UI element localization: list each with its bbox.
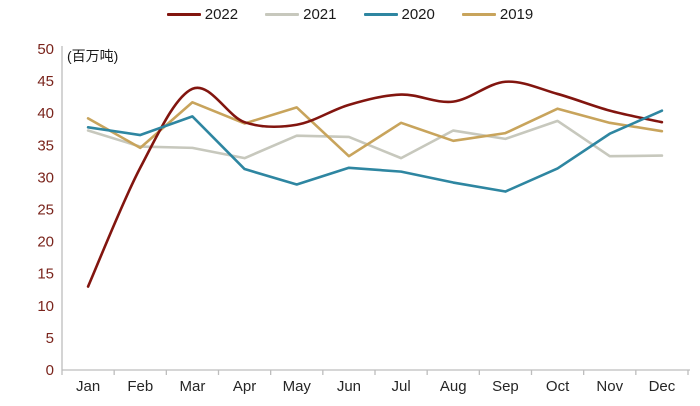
y-axis-tick-label: 15: [37, 266, 54, 283]
x-axis-tick-label: Oct: [546, 378, 570, 395]
x-axis-tick-label: Nov: [596, 378, 623, 395]
legend-swatch-2019: [461, 13, 496, 16]
series-line-2022: [86, 80, 664, 288]
unit-label: (百万吨): [67, 48, 119, 64]
x-axis-tick-label: Jun: [337, 378, 361, 395]
legend-label-2021: 2021: [303, 6, 337, 23]
y-axis-tick-label: 50: [37, 41, 54, 58]
y-axis-tick-label: 10: [37, 298, 54, 315]
legend-label-2019: 2019: [499, 6, 534, 23]
x-axis-tick-label: Jul: [391, 378, 410, 395]
series-line-2021: [86, 119, 664, 160]
y-axis-tick-label: 40: [37, 105, 54, 122]
series-line-2020: [86, 109, 664, 193]
x-axis-tick-label: Sep: [492, 378, 519, 395]
legend-item-2021: 2021: [265, 6, 337, 23]
x-axis-tick-label: Mar: [179, 378, 205, 395]
legend-swatch-2021: [265, 13, 300, 16]
legend-label-2022: 2022: [204, 6, 239, 23]
legend-item-2019: 2019: [461, 6, 534, 23]
y-axis-tick-label: 5: [46, 330, 54, 347]
legend-item-2022: 2022: [166, 6, 239, 23]
x-axis-tick-label: Apr: [233, 378, 256, 395]
y-axis-tick-label: 45: [37, 73, 54, 90]
legend-swatch-2022: [166, 13, 201, 16]
x-axis-tick-label: Feb: [127, 378, 153, 395]
legend-item-2020: 2020: [363, 6, 435, 23]
y-axis-tick-label: 30: [37, 169, 54, 186]
y-axis-tick-label: 25: [37, 202, 54, 219]
x-axis-tick-label: Dec: [649, 378, 676, 395]
x-axis-tick-label: Aug: [440, 378, 467, 395]
legend-swatch-2020: [363, 13, 398, 16]
x-axis-tick-label: Jan: [76, 378, 100, 395]
y-axis-tick-label: 35: [37, 137, 54, 154]
x-axis-tick-label: May: [283, 378, 312, 395]
y-axis-tick-label: 20: [37, 234, 54, 251]
series-line-2019: [86, 100, 664, 158]
y-axis-tick-label: 0: [46, 362, 54, 379]
legend-label-2020: 2020: [401, 6, 435, 23]
legend: 2022 2021 2020 2019: [0, 7, 700, 22]
